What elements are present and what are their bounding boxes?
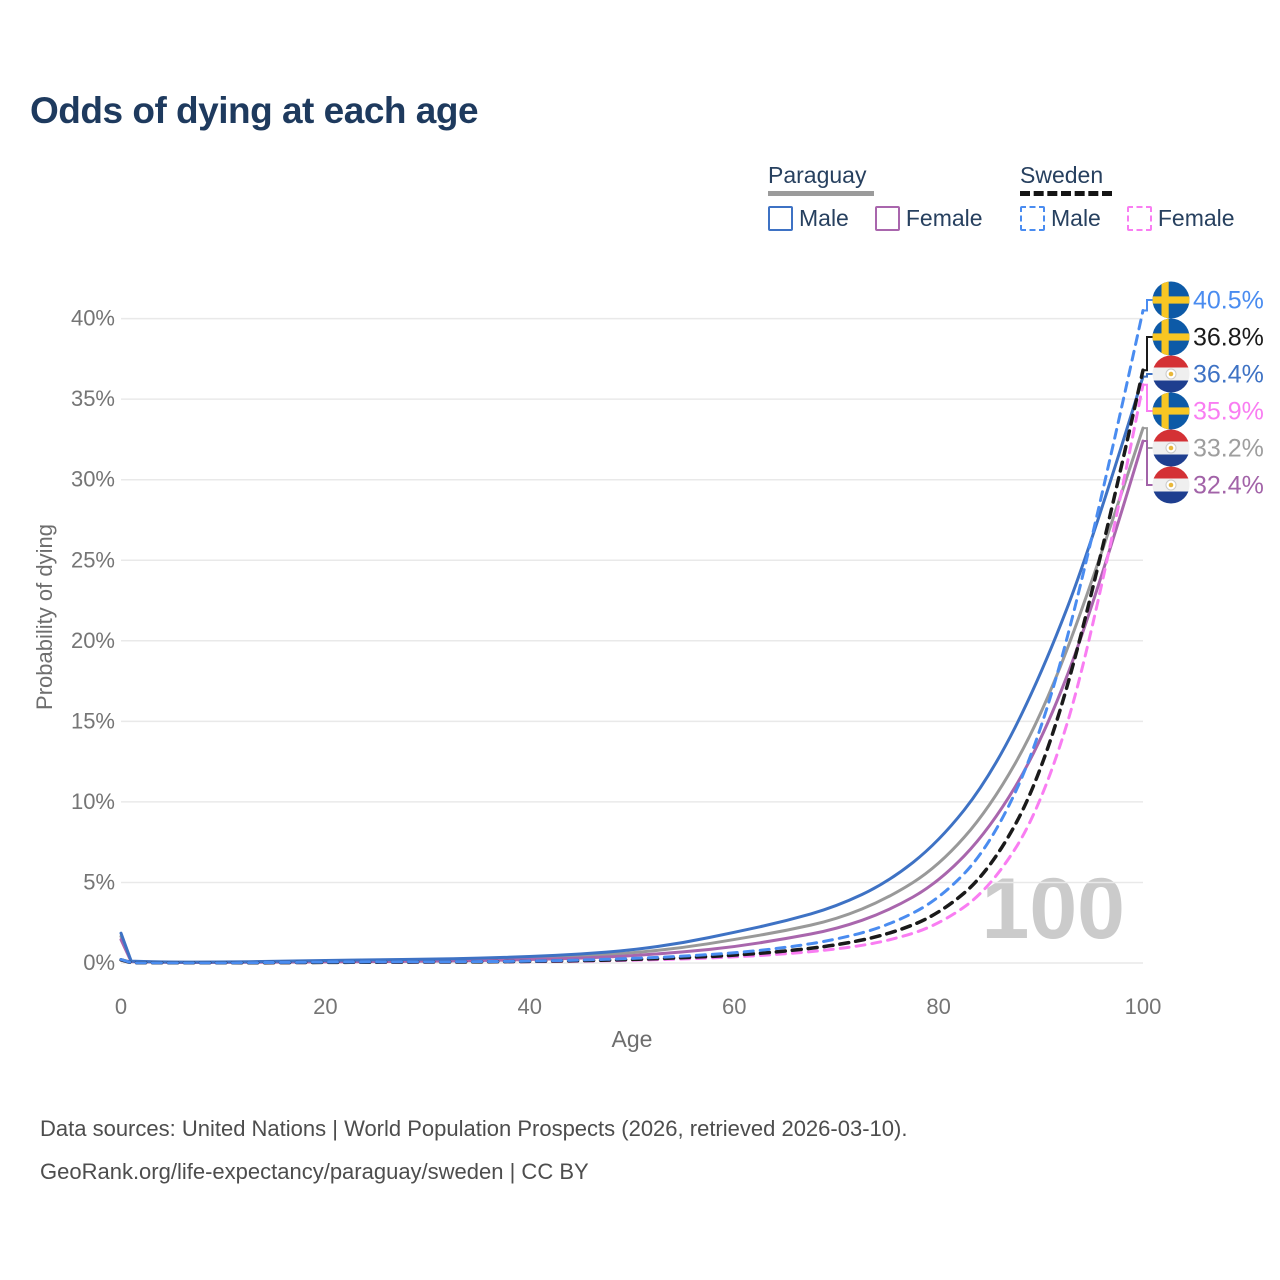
- end-label-value: 35.9%: [1193, 398, 1264, 426]
- y-tick-label: 20%: [71, 628, 115, 653]
- x-tick-label: 40: [518, 994, 542, 1019]
- end-label-connector: [1144, 299, 1153, 312]
- legend-label-paraguay-female: Female: [905, 205, 983, 232]
- y-tick-label: 0%: [83, 950, 115, 975]
- legend-label-sweden-female: Female: [1157, 205, 1235, 232]
- legend-label-sweden-male: Male: [1051, 205, 1101, 232]
- x-tick-label: 20: [313, 994, 337, 1019]
- legend-country-paraguay[interactable]: Paraguay: [768, 162, 867, 188]
- legend-item-paraguay-male[interactable]: Male: [768, 205, 849, 232]
- x-tick-label: 100: [1125, 994, 1162, 1019]
- legend-country-sweden[interactable]: Sweden: [1020, 162, 1104, 188]
- y-axis-title: Probability of dying: [32, 524, 57, 710]
- y-tick-label: 5%: [83, 870, 115, 895]
- legend-swatch-sweden-female: [1126, 206, 1152, 232]
- legend-swatch-paraguay-male: [768, 206, 793, 232]
- flag-paraguay-icon: [1152, 429, 1190, 467]
- flag-sweden-icon: [1152, 318, 1190, 356]
- legend-item-sweden-female[interactable]: Female: [1126, 205, 1235, 232]
- end-label-value: 33.2%: [1193, 435, 1264, 463]
- end-label-connector: [1144, 440, 1153, 486]
- legend-group-sweden: Sweden Male Female: [1020, 162, 1235, 232]
- y-tick-label: 40%: [71, 306, 115, 331]
- legend-underline-sweden: [1020, 191, 1112, 197]
- flag-paraguay-icon: [1152, 466, 1190, 504]
- legend-item-sweden-male[interactable]: Male: [1020, 205, 1101, 232]
- flag-sweden-icon: [1152, 392, 1190, 430]
- legend-swatch-paraguay-female: [874, 206, 900, 232]
- legend-swatch-sweden-male: [1020, 206, 1045, 232]
- footer-line-1: Data sources: United Nations | World Pop…: [40, 1116, 908, 1141]
- y-tick-label: 35%: [71, 386, 115, 411]
- x-tick-label: 60: [722, 994, 746, 1019]
- footer: Data sources: United Nations | World Pop…: [40, 1108, 907, 1194]
- series-line-sweden-male[interactable]: [119, 309, 1145, 965]
- end-label-value: 40.5%: [1193, 287, 1264, 315]
- x-axis-title: Age: [611, 1026, 653, 1052]
- legend-label-paraguay-male: Male: [799, 205, 849, 232]
- series-line-sweden-female[interactable]: [119, 383, 1145, 965]
- y-tick-label: 10%: [71, 789, 115, 814]
- hover-age-watermark: 100: [981, 861, 1126, 957]
- y-tick-label: 25%: [71, 547, 115, 572]
- end-label-connector: [1144, 383, 1153, 412]
- legend: Paraguay Male Female Sweden Male: [0, 162, 1280, 243]
- x-tick-label: 80: [926, 994, 950, 1019]
- y-tick-label: 15%: [71, 708, 115, 733]
- end-label-value: 32.4%: [1193, 472, 1264, 500]
- flag-paraguay-icon: [1152, 355, 1190, 393]
- flag-sweden-icon: [1152, 281, 1190, 319]
- series-line-sweden-both[interactable]: [119, 368, 1145, 965]
- x-tick-label: 0: [115, 994, 127, 1019]
- end-label-value: 36.4%: [1193, 361, 1264, 389]
- end-label-connector: [1144, 373, 1153, 378]
- y-tick-label: 30%: [71, 467, 115, 492]
- legend-underline-paraguay: [768, 191, 874, 197]
- legend-item-paraguay-female[interactable]: Female: [874, 205, 983, 232]
- page-title: Odds of dying at each age: [30, 90, 479, 131]
- end-label-value: 36.8%: [1193, 324, 1264, 352]
- series-line-paraguay-male[interactable]: [119, 375, 1145, 964]
- end-label-connector: [1144, 336, 1153, 372]
- legend-group-paraguay: Paraguay Male Female: [768, 162, 983, 232]
- end-label-connector: [1144, 427, 1153, 449]
- footer-line-2: GeoRank.org/life-expectancy/paraguay/swe…: [40, 1158, 589, 1184]
